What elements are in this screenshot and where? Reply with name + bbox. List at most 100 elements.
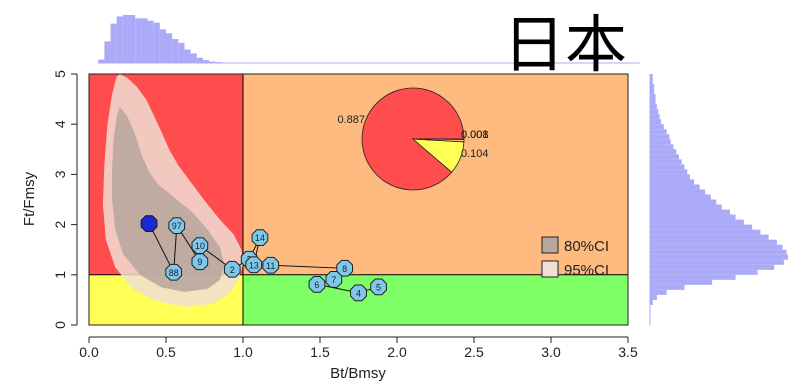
x-tick-label: 3.0 xyxy=(541,344,561,360)
ci-legend: 80%CI 95%CI xyxy=(541,236,609,279)
right-hist-bar xyxy=(650,84,655,90)
trajectory-point: 9 xyxy=(191,253,209,271)
trajectory-marker xyxy=(370,278,387,296)
trajectory-marker xyxy=(191,237,209,254)
top-hist-bar xyxy=(184,49,191,63)
trajectory-point: 97 xyxy=(168,217,186,234)
trajectory-marker xyxy=(308,276,326,293)
right-hist-bar xyxy=(650,179,695,185)
trajectory-point-label: 6 xyxy=(314,280,319,290)
top-marginal-histogram xyxy=(98,15,640,64)
trajectory-marker xyxy=(168,217,186,234)
top-hist-bar xyxy=(104,41,111,63)
trajectory-marker xyxy=(336,259,353,277)
chart-title: 日本 xyxy=(503,8,627,81)
trajectory-point-label: 5 xyxy=(376,282,381,292)
right-hist-bar xyxy=(650,79,653,85)
top-hist-bar xyxy=(190,53,197,63)
x-tick-label: 0.5 xyxy=(156,344,176,360)
pie-slice-label: 0.001 xyxy=(461,129,489,141)
right-hist-bar xyxy=(650,174,691,180)
top-hist-bar xyxy=(141,18,148,63)
right-hist-bar xyxy=(650,94,656,100)
trajectory-point-label: 2 xyxy=(230,265,235,275)
trajectory-point-label: 13 xyxy=(249,260,259,270)
right-hist-bar xyxy=(650,264,775,270)
legend-swatch xyxy=(541,236,559,254)
trajectory-point-label: 88 xyxy=(169,268,179,278)
trajectory: 88979102314131187645 xyxy=(140,215,387,302)
legend-label: 95%CI xyxy=(564,262,609,279)
top-hist-bar xyxy=(129,15,136,63)
trajectory-marker xyxy=(251,229,269,246)
right-hist-bar xyxy=(650,164,685,170)
right-hist-bar xyxy=(650,139,671,145)
trajectory-marker xyxy=(165,263,183,281)
trajectory-point-label: 7 xyxy=(331,275,336,285)
trajectory-point-label: 8 xyxy=(342,264,347,274)
trajectory-marker xyxy=(262,256,280,274)
y-tick-label: 4 xyxy=(52,120,68,128)
trajectory-point: 2 xyxy=(223,260,241,278)
top-hist-bar xyxy=(110,23,117,63)
trajectory-marker xyxy=(223,260,241,278)
right-hist-bar xyxy=(650,104,657,110)
trajectory-point: 14 xyxy=(251,229,269,246)
legend-swatch xyxy=(541,260,559,278)
right-hist-bar xyxy=(650,239,777,245)
trajectory-point: 88 xyxy=(165,263,183,281)
x-tick-label: 2.0 xyxy=(387,344,407,360)
y-axis-label: Ft/Fmsy xyxy=(21,171,38,226)
x-tick-label: 1.0 xyxy=(233,344,253,360)
right-hist-bar xyxy=(650,224,753,230)
trajectory-point: 4 xyxy=(350,284,367,302)
right-hist-bar xyxy=(650,109,659,115)
right-hist-bar xyxy=(650,234,769,240)
right-hist-bar xyxy=(650,289,667,295)
right-hist-bar xyxy=(650,209,731,215)
trajectory-point-label: 97 xyxy=(172,221,182,231)
trajectory-marker xyxy=(245,256,263,274)
trajectory-marker xyxy=(350,284,367,302)
y-tick-label: 0 xyxy=(52,321,68,329)
right-hist-bar xyxy=(650,159,682,165)
axes: 0.0 0.5 1.0 1.5 2.0 2.5 3.0 3.5 0 1 2 3 4 5 xyxy=(52,70,638,360)
trajectory-point: 5 xyxy=(370,278,387,296)
top-hist-bar xyxy=(147,20,154,63)
right-hist-bar xyxy=(650,279,713,285)
y-tick-label: 2 xyxy=(52,220,68,228)
right-hist-bar xyxy=(650,214,736,220)
right-hist-bar xyxy=(650,74,653,80)
x-tick-label: 1.5 xyxy=(310,344,330,360)
right-hist-bar xyxy=(650,259,784,265)
y-tick-label: 5 xyxy=(52,70,68,78)
trajectory-point-label: 11 xyxy=(266,261,275,271)
right-hist-bar xyxy=(650,154,679,160)
top-hist-bar xyxy=(196,57,203,63)
right-hist-bar xyxy=(650,274,736,280)
trajectory-marker xyxy=(325,271,343,288)
trajectory-point: 8 xyxy=(336,259,353,277)
trajectory-point: 6 xyxy=(308,276,326,293)
top-hist-bar xyxy=(159,29,166,63)
right-hist-bar xyxy=(650,284,685,290)
top-hist-bar xyxy=(202,60,210,63)
right-hist-bar xyxy=(650,254,788,260)
x-axis-label: Bt/Bmsy xyxy=(330,365,386,382)
trajectory-point-label: 14 xyxy=(255,233,265,243)
top-hist-bar xyxy=(116,16,123,63)
right-hist-bar xyxy=(650,184,700,190)
right-hist-bar xyxy=(650,219,744,225)
pie-slice-label: 0.104 xyxy=(461,148,489,160)
right-hist-bar xyxy=(650,199,717,205)
quadrant-green xyxy=(243,274,628,325)
top-hist-bar xyxy=(153,22,160,63)
right-hist-bar xyxy=(650,269,758,275)
top-hist-bar xyxy=(178,42,185,63)
pie-slice-label: 0.887 xyxy=(337,114,365,126)
plot-frame xyxy=(88,73,629,326)
right-hist-bar xyxy=(650,134,670,140)
trajectory-point-label: 4 xyxy=(356,288,361,298)
right-hist-bar xyxy=(650,99,656,105)
